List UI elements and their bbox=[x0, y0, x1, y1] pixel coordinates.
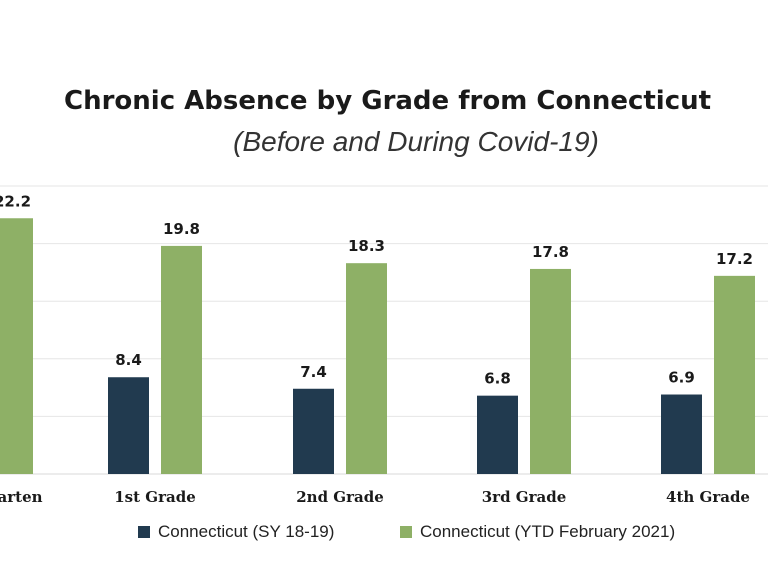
chart-title: Chronic Absence by Grade from Connecticu… bbox=[64, 86, 712, 116]
legend-item-ytd2021: Connecticut (YTD February 2021) bbox=[400, 522, 675, 542]
bar bbox=[293, 388, 334, 474]
data-label: 18.3 bbox=[348, 237, 385, 255]
data-label: 19.8 bbox=[163, 220, 200, 238]
x-tick-label: 4th Grade bbox=[666, 488, 750, 506]
bar bbox=[108, 377, 149, 474]
bar bbox=[346, 263, 387, 474]
data-label: 6.9 bbox=[668, 369, 695, 387]
bar bbox=[161, 245, 202, 474]
chart-subtitle: (Before and During Covid-19) bbox=[233, 126, 599, 157]
data-label: 17.8 bbox=[532, 243, 569, 261]
data-label: 7.4 bbox=[300, 363, 327, 381]
bar bbox=[714, 275, 755, 474]
x-tick-label: 1st Grade bbox=[114, 488, 196, 506]
legend-swatch-ytd2021 bbox=[400, 526, 412, 538]
x-tick-label: 3rd Grade bbox=[482, 488, 567, 506]
data-label: 17.2 bbox=[716, 250, 753, 268]
legend-label-ytd2021: Connecticut (YTD February 2021) bbox=[420, 522, 676, 541]
legend-swatch-sy1819 bbox=[138, 526, 150, 538]
x-tick-label: Kindergarten bbox=[0, 488, 43, 506]
data-label: 6.8 bbox=[484, 370, 511, 388]
legend: Connecticut (SY 18-19) Connecticut (YTD … bbox=[0, 522, 768, 546]
bar bbox=[477, 395, 518, 474]
data-label: 22.2 bbox=[0, 192, 31, 210]
legend-item-sy1819: Connecticut (SY 18-19) bbox=[138, 522, 334, 542]
legend-label-sy1819: Connecticut (SY 18-19) bbox=[158, 522, 335, 541]
bar bbox=[0, 218, 33, 474]
bar bbox=[530, 268, 571, 474]
x-tick-label: 2nd Grade bbox=[296, 488, 384, 506]
data-label: 8.4 bbox=[115, 351, 142, 369]
bar bbox=[661, 394, 702, 474]
